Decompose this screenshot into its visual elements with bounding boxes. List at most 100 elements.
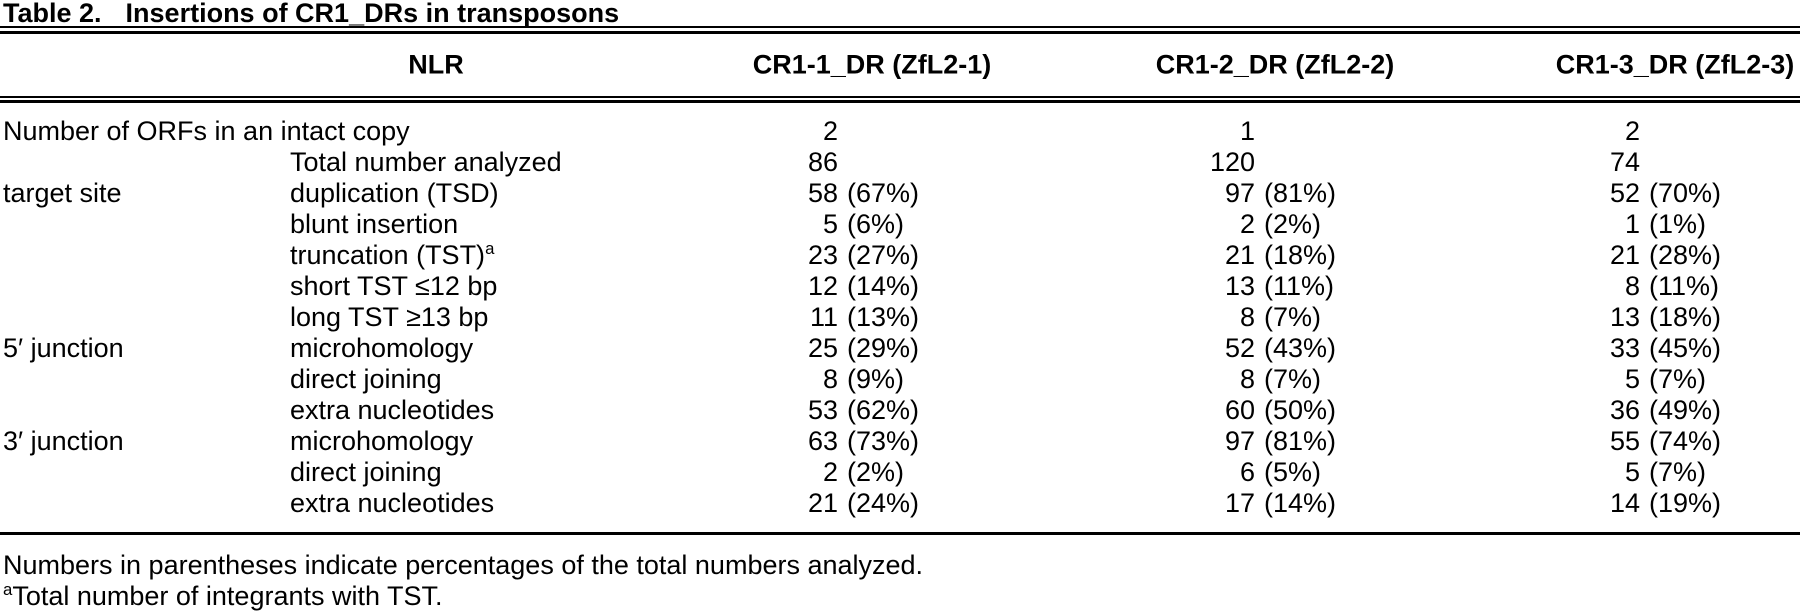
cell-cr1-1-dr: 8 (9%) [778, 364, 1195, 395]
cell-count: 21 [1609, 240, 1640, 270]
cell-cr1-3-dr: 36 (49%) [1580, 395, 1800, 426]
cell-count: 23 [807, 240, 838, 270]
header-rule-thin-line [0, 96, 1800, 98]
cell-cr1-2-dr: 52 (43%) [1195, 333, 1580, 364]
cell-cr1-3-dr: 21 (28%) [1580, 240, 1800, 271]
table-row: direct joining 8 (9%) 8 (7%) 5 (7%) [0, 364, 1800, 395]
cell-cr1-2-dr: 17 (14%) [1195, 488, 1580, 519]
cell-cr1-2-dr: 6 (5%) [1195, 457, 1580, 488]
table-body: Number of ORFs in an intact copy 2 1 2 T… [0, 103, 1800, 519]
row-label: extra nucleotides [290, 395, 778, 426]
cell-cr1-1-dr: 86 [778, 147, 1195, 178]
cell-cr1-2-dr: 2 (2%) [1195, 209, 1580, 240]
footnote-percentages: Numbers in parentheses indicate percenta… [3, 550, 924, 580]
row-label-text: short TST ≤12 bp [290, 271, 498, 301]
cell-cr1-2-dr: 8 (7%) [1195, 302, 1580, 333]
header-rule [0, 96, 1800, 103]
cell-percentage: (18%) [1264, 240, 1337, 270]
cell-percentage: (81%) [1264, 426, 1337, 456]
footnote-marker-a: a [3, 580, 13, 599]
cell-percentage: (24%) [847, 488, 920, 518]
cell-cr1-3-dr: 8 (11%) [1580, 271, 1800, 302]
cell-percentage: (7%) [1264, 302, 1322, 332]
cell-percentage: (81%) [1264, 178, 1337, 208]
footnote-tst-text: Total number of integrants with TST. [12, 581, 443, 611]
cell-count: 1 [1624, 209, 1640, 239]
table-title: Table 2. Insertions of CR1_DRs in transp… [0, 0, 1800, 28]
cell-percentage: (27%) [847, 240, 920, 270]
column-header-nlr: NLR [408, 49, 464, 79]
row-footnote-marker: a [485, 239, 495, 258]
cell-count: 86 [807, 147, 838, 177]
cell-count: 8 [822, 364, 838, 394]
cell-count: 36 [1609, 395, 1640, 425]
cell-percentage: (11%) [1649, 271, 1720, 301]
cell-count: 5 [1624, 364, 1640, 394]
row-label: long TST ≥13 bp [290, 302, 778, 333]
table-title-label: Table 2. [3, 0, 102, 28]
cell-count: 11 [809, 302, 838, 332]
cell-count: 1 [1239, 116, 1255, 146]
row-label: duplication (TSD) [290, 178, 778, 209]
cell-count: 13 [1609, 302, 1640, 332]
cell-count: 33 [1609, 333, 1640, 363]
cell-cr1-1-dr: 5 (6%) [778, 209, 1195, 240]
row-label: truncation (TST)a [290, 240, 778, 271]
cell-cr1-2-dr: 97 (81%) [1195, 426, 1580, 457]
cell-cr1-1-dr: 25 (29%) [778, 333, 1195, 364]
cell-percentage: (7%) [1264, 364, 1322, 394]
top-rule-thick-line [0, 31, 1800, 34]
column-header-cr1-3-dr: CR1-3_DR (ZfL2-3) [1555, 49, 1795, 79]
cell-percentage: (28%) [1649, 240, 1722, 270]
cell-count: 17 [1224, 488, 1255, 518]
cell-count: 2 [1624, 116, 1640, 146]
cell-count: 97 [1224, 426, 1255, 456]
cell-percentage: (45%) [1649, 333, 1722, 363]
table-row: long TST ≥13 bp 11 (13%) 8 (7%) 13 (18%) [0, 302, 1800, 333]
header-rule-thick-line [0, 100, 1800, 103]
row-label-text: microhomology [290, 426, 474, 456]
cell-percentage: (5%) [1264, 457, 1322, 487]
cell-count: 8 [1624, 271, 1640, 301]
cell-count: 53 [807, 395, 838, 425]
cell-cr1-2-dr: 120 [1195, 147, 1580, 178]
cell-count: 52 [1224, 333, 1255, 363]
cell-count: 52 [1609, 178, 1640, 208]
table-title-caption: Insertions of CR1_DRs in transposons [125, 0, 620, 28]
cell-cr1-1-dr: 2 (2%) [778, 457, 1195, 488]
row-label-text: Total number analyzed [290, 147, 562, 177]
footnote-tst: aTotal number of integrants with TST. [3, 581, 1800, 612]
cell-count: 6 [1239, 457, 1255, 487]
cell-percentage: (2%) [1264, 209, 1322, 239]
cell-count: 55 [1609, 426, 1640, 456]
cell-count: 2 [1239, 209, 1255, 239]
row-label-text: duplication (TSD) [290, 178, 499, 208]
cell-count: 8 [1239, 364, 1255, 394]
row-group-label: 5′ junction [3, 333, 124, 363]
cell-count: 58 [807, 178, 838, 208]
column-header-cr1-1-dr: CR1-1_DR (ZfL2-1) [752, 49, 992, 79]
cell-count: 74 [1609, 147, 1640, 177]
cell-percentage: (7%) [1649, 457, 1707, 487]
row-label: microhomology [290, 426, 778, 457]
cell-percentage: (9%) [847, 364, 905, 394]
top-rule-thin-line [0, 26, 1800, 28]
cell-cr1-2-dr: 8 (7%) [1195, 364, 1580, 395]
row-label-text: extra nucleotides [290, 488, 495, 518]
table-row: direct joining 2 (2%) 6 (5%) 5 (7%) [0, 457, 1800, 488]
cell-cr1-1-dr: 2 [778, 116, 1195, 147]
cell-count: 21 [1224, 240, 1255, 270]
table-row: short TST ≤12 bp 12 (14%) 13 (11%) 8 (11%) [0, 271, 1800, 302]
row-label: microhomology [290, 333, 778, 364]
cell-cr1-2-dr: 1 [1195, 116, 1580, 147]
cell-count: 21 [807, 488, 838, 518]
cell-percentage: (14%) [847, 271, 920, 301]
footnotes: Numbers in parentheses indicate percenta… [0, 550, 1800, 612]
table-row: truncation (TST)a 23 (27%) 21 (18%) 21 (28%… [0, 240, 1800, 271]
cell-percentage: (7%) [1649, 364, 1707, 394]
cell-count: 120 [1209, 147, 1255, 177]
cell-count: 13 [1224, 271, 1255, 301]
cell-count: 2 [822, 116, 838, 146]
table-row: Total number analyzed 86 120 74 [0, 147, 1800, 178]
row-group-label: target site [3, 178, 122, 208]
